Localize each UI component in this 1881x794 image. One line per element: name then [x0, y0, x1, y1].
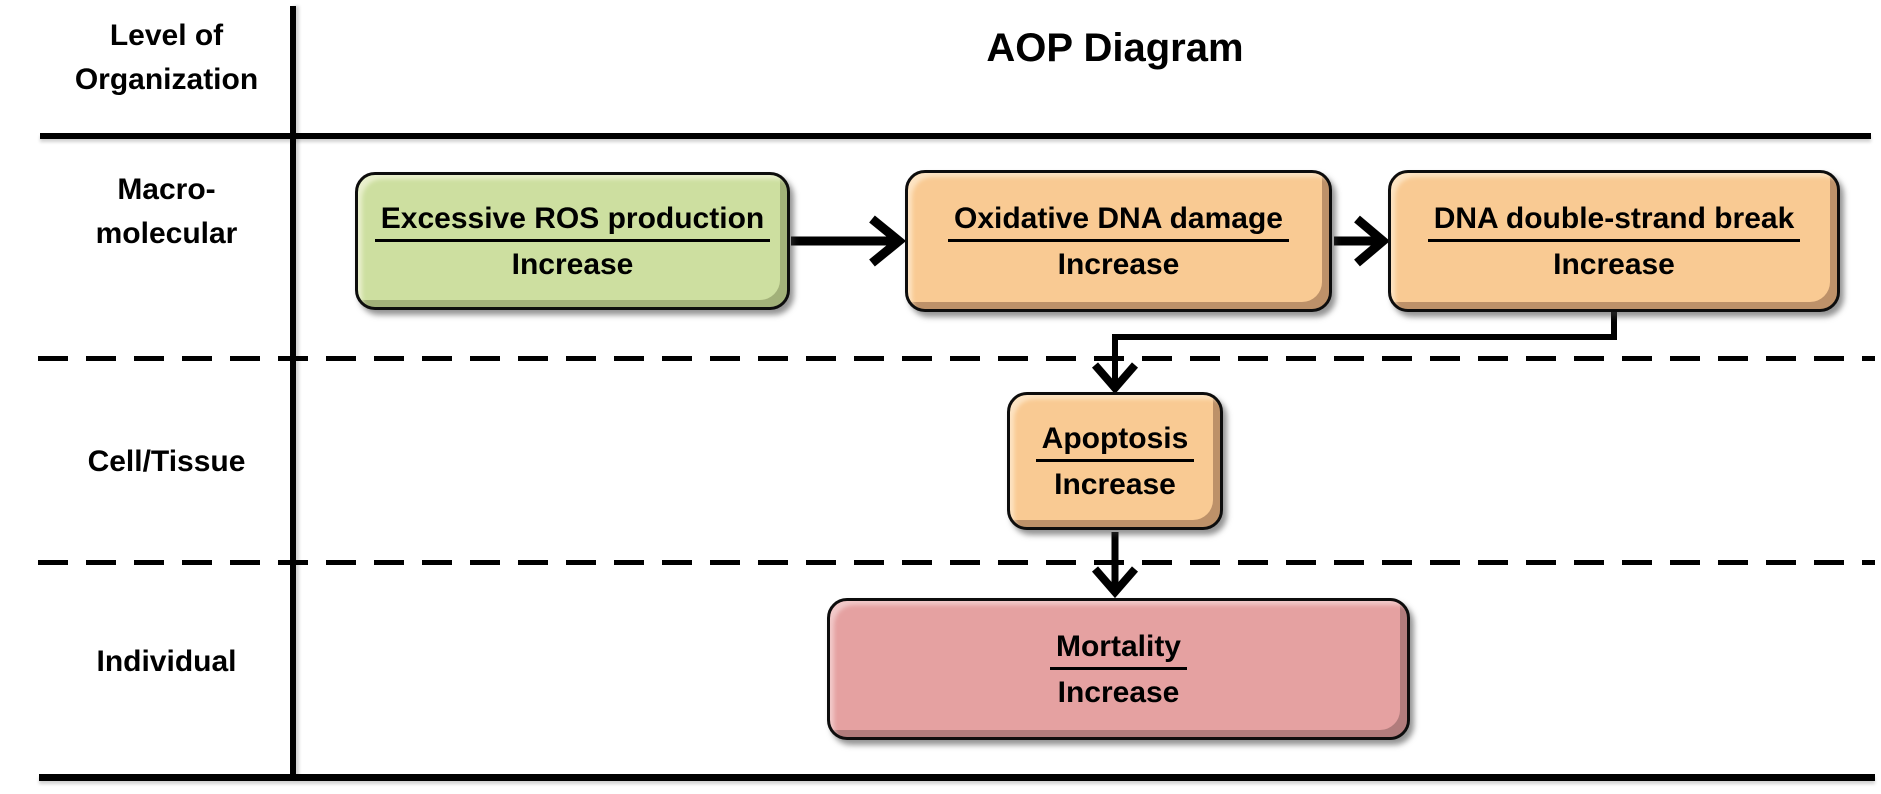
node-title: Mortality [1049, 630, 1187, 670]
page-title: AOP Diagram [986, 26, 1244, 70]
header-line2: Organization [74, 62, 259, 96]
node-oxidative-dna-damage: Oxidative DNA damage Increase [905, 170, 1332, 312]
node-change: Increase [1057, 675, 1180, 709]
macromolecular-line2: molecular [95, 216, 238, 250]
arrow-dsb-to-apoptosis [1091, 311, 1617, 395]
node-change: Increase [1553, 247, 1675, 281]
header-divider-line [40, 133, 1871, 139]
node-title: DNA double-strand break [1427, 202, 1801, 242]
node-change: Increase [1054, 467, 1176, 501]
dashed-divider-macromolecular-celltissue [38, 356, 1875, 361]
node-title: Oxidative DNA damage [948, 202, 1289, 242]
arrow-ros-to-oxidative [791, 215, 907, 267]
bottom-border-line [39, 774, 1875, 781]
node-mortality: Mortality Increase [827, 598, 1410, 740]
dashed-divider-celltissue-individual [38, 560, 1875, 565]
node-change: Increase [511, 247, 634, 281]
row-label-macromolecular: Macro- molecular [40, 168, 293, 255]
column-divider-line [290, 6, 296, 779]
node-apoptosis: Apoptosis Increase [1007, 392, 1223, 530]
node-dna-double-strand-break: DNA double-strand break Increase [1388, 170, 1840, 312]
node-excessive-ros-production: Excessive ROS production Increase [355, 172, 790, 310]
node-title: Excessive ROS production [374, 202, 771, 242]
arrow-oxidative-to-dsb [1334, 215, 1390, 267]
node-change: Increase [1057, 247, 1180, 281]
row-label-cell-tissue: Cell/Tissue [87, 445, 246, 478]
level-of-organization-header: Level of Organization [40, 14, 293, 101]
macromolecular-line1: Macro- [117, 173, 216, 206]
row-label-individual: Individual [96, 645, 237, 678]
header-line1: Level of [109, 19, 224, 52]
node-title: Apoptosis [1035, 422, 1195, 462]
